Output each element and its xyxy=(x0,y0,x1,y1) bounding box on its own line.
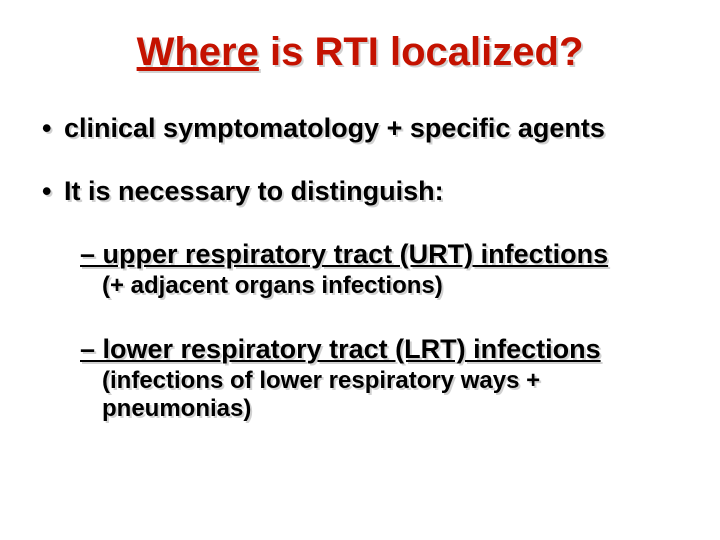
bullet-item-1: •clinical symptomatology + specific agen… xyxy=(42,113,692,144)
slide: Where is RTI localized? •clinical sympto… xyxy=(0,0,720,540)
bullet-item-2: •It is necessary to distinguish: xyxy=(42,176,692,207)
bullet-dot: • xyxy=(42,113,64,144)
subitem-1-heading: – upper respiratory tract (URT) infectio… xyxy=(80,239,692,270)
slide-title: Where is RTI localized? xyxy=(28,30,692,75)
title-where: Where xyxy=(137,30,259,74)
subitem-2-paren: (infections of lower respiratory ways + … xyxy=(102,367,692,423)
subitem-2-heading: – lower respiratory tract (LRT) infectio… xyxy=(80,334,692,365)
bullet-text-1: clinical symptomatology + specific agent… xyxy=(64,113,605,143)
bullet-dot: • xyxy=(42,176,64,207)
title-rest: is RTI localized? xyxy=(259,30,584,74)
bullet-text-2: It is necessary to distinguish: xyxy=(64,176,444,206)
subitem-1-paren: (+ adjacent organs infections) xyxy=(102,272,692,300)
